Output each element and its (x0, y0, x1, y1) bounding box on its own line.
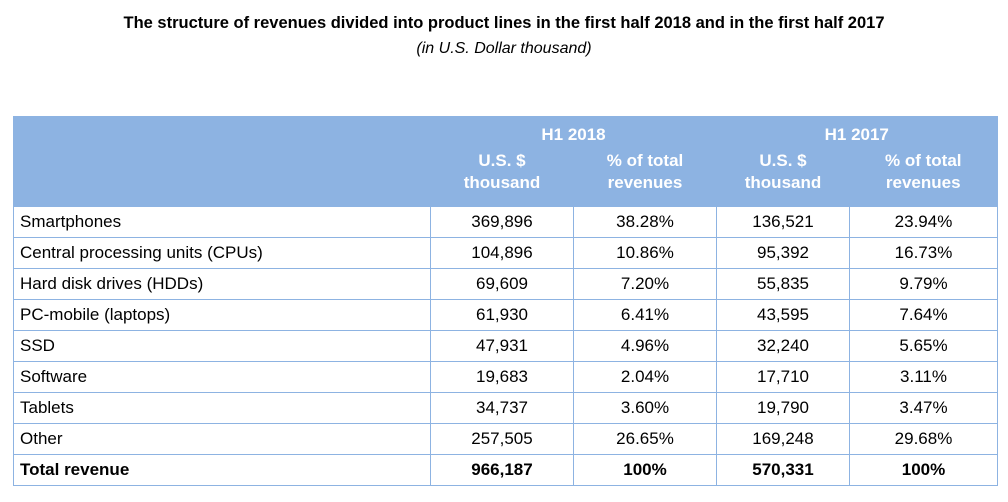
total-h1-2018-usd: 966,187 (430, 454, 574, 486)
row-label: PC-mobile (laptops) (13, 299, 431, 331)
revenue-table: H1 2018 H1 2017 U.S. $ thousand % of tot… (13, 116, 998, 486)
total-h1-2018-pct: 100% (573, 454, 717, 486)
header-line: % of total (606, 151, 684, 170)
cell-h1-2017-pct: 3.47% (849, 392, 998, 424)
header-row-periods: H1 2018 H1 2017 (13, 116, 998, 146)
document-subtitle: (in U.S. Dollar thousand) (416, 40, 592, 57)
row-label: Smartphones (13, 206, 431, 238)
header-h1-2018-usd: U.S. $ thousand (430, 146, 574, 207)
row-label: SSD (13, 330, 431, 362)
cell-h1-2018-pct: 38.28% (573, 206, 717, 238)
cell-h1-2017-usd: 19,790 (716, 392, 850, 424)
cell-h1-2017-usd: 136,521 (716, 206, 850, 238)
header-row-units: U.S. $ thousand % of total revenues U.S.… (13, 146, 998, 207)
cell-h1-2018-usd: 47,931 (430, 330, 574, 362)
cell-h1-2018-usd: 257,505 (430, 423, 574, 455)
cell-h1-2017-usd: 55,835 (716, 268, 850, 300)
cell-h1-2017-usd: 43,595 (716, 299, 850, 331)
header-line: thousand (744, 173, 822, 192)
cell-h1-2018-pct: 26.65% (573, 423, 717, 455)
header-period-h1-2018: H1 2018 (430, 116, 717, 146)
cell-h1-2018-usd: 61,930 (430, 299, 574, 331)
table-row: Other 257,505 26.65% 169,248 29.68% (13, 423, 998, 455)
cell-h1-2018-usd: 34,737 (430, 392, 574, 424)
row-label: Central processing units (CPUs) (13, 237, 431, 269)
cell-h1-2018-pct: 2.04% (573, 361, 717, 393)
cell-h1-2018-pct: 7.20% (573, 268, 717, 300)
header-blank (13, 116, 431, 146)
document-title: The structure of revenues divided into p… (123, 14, 885, 32)
header-h1-2018-pct: % of total revenues (573, 146, 717, 207)
header-h1-2017-usd: U.S. $ thousand (716, 146, 850, 207)
cell-h1-2017-pct: 7.64% (849, 299, 998, 331)
header-line: thousand (463, 173, 541, 192)
table-row: Central processing units (CPUs) 104,896 … (13, 237, 998, 269)
cell-h1-2017-pct: 3.11% (849, 361, 998, 393)
header-blank (13, 146, 431, 207)
cell-h1-2018-pct: 3.60% (573, 392, 717, 424)
cell-h1-2017-pct: 23.94% (849, 206, 998, 238)
cell-h1-2017-pct: 16.73% (849, 237, 998, 269)
cell-h1-2017-usd: 95,392 (716, 237, 850, 269)
cell-h1-2017-pct: 5.65% (849, 330, 998, 362)
total-row: Total revenue 966,187 100% 570,331 100% (13, 454, 998, 486)
header-line: U.S. $ (478, 151, 526, 170)
header-line: revenues (607, 173, 683, 192)
cell-h1-2017-pct: 9.79% (849, 268, 998, 300)
row-label: Tablets (13, 392, 431, 424)
total-h1-2017-pct: 100% (849, 454, 998, 486)
cell-h1-2018-pct: 6.41% (573, 299, 717, 331)
total-h1-2017-usd: 570,331 (716, 454, 850, 486)
table-row: PC-mobile (laptops) 61,930 6.41% 43,595 … (13, 299, 998, 331)
cell-h1-2018-pct: 10.86% (573, 237, 717, 269)
cell-h1-2017-usd: 32,240 (716, 330, 850, 362)
table-row: Software 19,683 2.04% 17,710 3.11% (13, 361, 998, 393)
cell-h1-2018-usd: 369,896 (430, 206, 574, 238)
table-row: Hard disk drives (HDDs) 69,609 7.20% 55,… (13, 268, 998, 300)
cell-h1-2018-pct: 4.96% (573, 330, 717, 362)
cell-h1-2018-usd: 69,609 (430, 268, 574, 300)
row-label: Hard disk drives (HDDs) (13, 268, 431, 300)
row-label: Other (13, 423, 431, 455)
row-label: Software (13, 361, 431, 393)
header-h1-2017-pct: % of total revenues (849, 146, 998, 207)
table-row: Smartphones 369,896 38.28% 136,521 23.94… (13, 206, 998, 238)
header-line: % of total (885, 151, 962, 170)
header-line: U.S. $ (759, 151, 807, 170)
cell-h1-2018-usd: 19,683 (430, 361, 574, 393)
header-period-h1-2017: H1 2017 (716, 116, 998, 146)
table-row: SSD 47,931 4.96% 32,240 5.65% (13, 330, 998, 362)
cell-h1-2017-usd: 17,710 (716, 361, 850, 393)
cell-h1-2017-usd: 169,248 (716, 423, 850, 455)
cell-h1-2017-pct: 29.68% (849, 423, 998, 455)
table-row: Tablets 34,737 3.60% 19,790 3.47% (13, 392, 998, 424)
cell-h1-2018-usd: 104,896 (430, 237, 574, 269)
header-line: revenues (885, 173, 961, 192)
total-label: Total revenue (13, 454, 431, 486)
